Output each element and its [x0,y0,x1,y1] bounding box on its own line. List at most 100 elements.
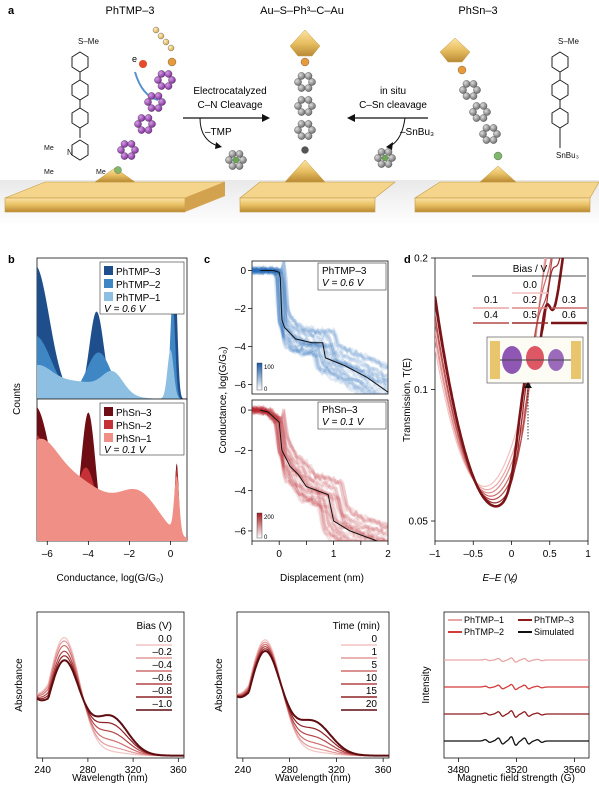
d-legend-title: Bias / V [513,264,548,275]
right-structure-snbu3: SnBu₃ [556,151,579,160]
tin-atom [493,151,503,161]
b-top-legend: PhTMP–3 PhTMP–2 PhTMP–1 V = 0.6 V [99,261,185,315]
center-ring-atom [304,132,313,140]
right-ring-atom [473,86,481,94]
c-bottom-colorbar: 200 0 [256,512,275,541]
left-title: PhTMP–3 [106,5,155,17]
c-density-trace [252,406,388,528]
center-ring-atom [304,96,313,104]
b-x-tick-label: –2 [124,549,136,560]
e-ylabel: Absorbance [14,658,25,712]
d-x-tick-label: –0.5 [464,549,484,560]
c-top-cbar-max: 100 [264,365,275,371]
g-legend-phtmp1: PhTMP–1 [464,615,504,625]
uv-legend-label: 15 [366,686,378,697]
right-ring-atom [479,114,488,122]
d-legend-label: 0.0 [523,280,537,291]
right-ring-atom [462,92,471,100]
center-ring-atom [297,96,306,104]
d-x-tick-label: 0.5 [543,549,557,560]
snbu3-atom [384,160,393,168]
d-x-tick-label: 0 [509,549,515,560]
b-x-ticks: –6 –4 –2 0 [42,541,174,560]
c-density-trace [252,262,388,369]
b-bottom-plot [37,407,187,541]
right-electrode [413,37,599,213]
d-legend-label: 0.1 [484,295,498,306]
right-molecule-model [374,65,503,168]
left-ring-atom [131,146,139,154]
d-curve-0.2 [435,258,548,494]
b-x-tick-label: –6 [42,549,54,560]
c-density-trace [252,261,388,369]
left-ring-atom [134,120,142,128]
uv-legend-label: 0 [371,634,377,645]
c-density-trace [252,404,388,533]
left-ring-atom [158,98,166,106]
right-ring-atom [472,102,481,110]
legend-phtmp3: PhTMP–3 [116,267,161,278]
right-ring-atom [469,108,477,116]
right-structure-sme: S–Me [558,37,579,46]
c-y-tick-label: –2 [235,304,247,315]
g-x-tick-label: 3560 [563,765,586,776]
right-arrow-line1: in situ [380,86,406,97]
c-xlabel: Displacement (nm) [280,573,364,584]
uv-x-tick-label: 280 [281,765,298,776]
right-ring-atom [469,80,478,88]
c-density-trace [252,267,388,394]
d-ylabel: Transmission, T(E) [402,358,413,442]
right-ring-atom [482,136,491,144]
legend-phsn3: PhSn–3 [116,408,152,419]
uv-legend-label: 0.0 [158,634,172,645]
carbon-atom [301,146,309,154]
g-legend: PhTMP–1 PhTMP–3 PhTMP–2 Simulated [448,615,574,637]
left-structure-me1: Me [44,145,54,152]
left-arrow-line2: C–N Cleavage [197,100,262,111]
left-ring-atom [154,104,163,112]
d-legend-label: 0.2 [523,295,537,306]
snbu3-sn-atom [381,154,389,162]
left-structure-me2: Me [44,169,54,176]
electron-label: e [132,54,137,64]
c-y-tick-label: –2 [235,446,247,457]
uv-x-tick-label: 360 [375,765,392,776]
d-inset [486,336,584,440]
epr-curve-Simulated [444,736,589,746]
left-ring-atom [168,76,176,84]
left-ring-atom [157,70,166,78]
g-x-tick-label: 3480 [447,765,470,776]
c-x-tick-label: 2 [385,549,391,560]
epr-curve-PhTMP–2 [444,683,589,691]
center-ring-atom [304,72,313,80]
d-legend-label: 0.5 [523,310,537,321]
panel-e: 240 280 320 360 Absorbance Wavelength (nm) … [14,611,187,784]
right-ring-atom [479,102,488,110]
c-top-label-box: PhTMP–3 V = 0.6 V [317,262,387,291]
center-ring-atom [304,108,313,116]
g-axes: 3480 3520 3560 [447,758,586,776]
c-y-tick-label: –6 [235,380,247,391]
c-y-tick-label: –4 [235,342,247,353]
c-bottom-label-box: PhSn–3 V = 0.1 V [317,401,387,430]
snbu3-atom [384,148,393,156]
uv-legend-label: –1.0 [153,699,173,710]
tmp-atom [225,156,233,164]
c-density-trace [252,267,378,394]
top-gold-atom [157,32,165,40]
top-gold-atom [162,38,170,46]
center-ring-atom [308,78,316,86]
center-ring-atom [294,126,302,134]
right-ring-atom [472,114,481,122]
right-structure: S–Me SnBu₃ [551,37,579,160]
c-bottom-heatmap [252,404,388,541]
c-density-trace [252,405,388,541]
panel-a: a PhTMP–3 Au–S–Ph³–C–Au PhSn–3 S–Me [0,5,599,226]
c-density-trace [252,265,388,378]
electron-arrow [134,71,159,101]
c-density-trace [252,407,353,541]
c-ylabel: Conductance, log(G/G₀) [218,347,229,454]
right-ring-atom [489,136,498,144]
g-legend-simulated: Simulated [534,627,574,637]
c-y-tick-label: –6 [235,526,247,537]
